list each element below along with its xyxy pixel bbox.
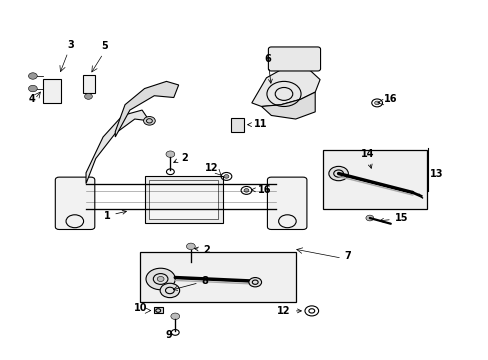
FancyBboxPatch shape: [268, 47, 320, 71]
Circle shape: [170, 313, 179, 319]
Circle shape: [244, 189, 248, 192]
Text: 15: 15: [379, 213, 407, 223]
Circle shape: [224, 175, 228, 178]
Text: 9: 9: [165, 330, 172, 340]
Circle shape: [84, 94, 92, 99]
Text: 2: 2: [194, 245, 209, 255]
Text: 16: 16: [251, 185, 271, 195]
Text: 4: 4: [29, 94, 36, 104]
Text: 8: 8: [173, 276, 208, 291]
Text: 10: 10: [133, 303, 147, 313]
Bar: [149, 180, 217, 220]
Text: 1: 1: [103, 210, 126, 221]
Bar: [82, 75, 95, 93]
Bar: [231, 118, 244, 132]
Circle shape: [165, 151, 174, 157]
Circle shape: [365, 215, 373, 221]
FancyBboxPatch shape: [55, 177, 95, 229]
Text: 12: 12: [204, 163, 218, 173]
Polygon shape: [86, 110, 149, 184]
Text: 14: 14: [360, 149, 373, 168]
Text: 12: 12: [277, 306, 301, 316]
Polygon shape: [115, 81, 178, 137]
Circle shape: [186, 243, 195, 249]
Circle shape: [143, 117, 155, 125]
Polygon shape: [261, 92, 315, 119]
Text: 6: 6: [264, 54, 272, 83]
Bar: [322, 149, 427, 209]
Bar: [154, 307, 162, 314]
Text: 7: 7: [344, 251, 350, 261]
Circle shape: [248, 278, 261, 287]
Text: 3: 3: [67, 40, 74, 50]
Circle shape: [374, 101, 379, 105]
FancyBboxPatch shape: [267, 177, 306, 229]
Bar: [144, 176, 222, 223]
Circle shape: [157, 276, 163, 282]
Bar: [42, 78, 61, 103]
Text: 5: 5: [101, 41, 108, 51]
Text: 13: 13: [429, 169, 443, 179]
Circle shape: [328, 166, 347, 181]
Circle shape: [160, 283, 179, 298]
Circle shape: [146, 268, 175, 290]
Polygon shape: [251, 67, 320, 107]
Circle shape: [28, 73, 37, 79]
Text: 16: 16: [383, 94, 396, 104]
Circle shape: [28, 85, 37, 92]
Text: 2: 2: [173, 153, 187, 163]
Bar: [140, 252, 295, 302]
Text: 11: 11: [247, 120, 267, 129]
